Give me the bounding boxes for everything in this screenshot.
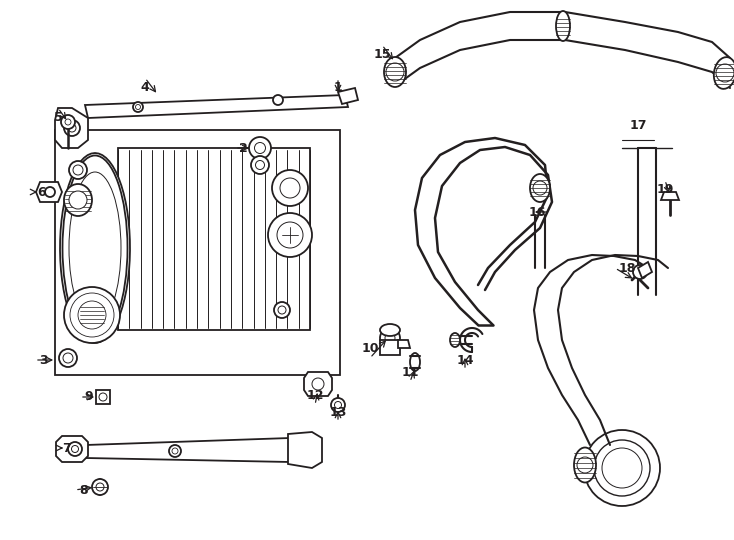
Polygon shape (56, 436, 88, 462)
Polygon shape (55, 130, 340, 375)
Circle shape (380, 328, 400, 348)
Ellipse shape (410, 353, 420, 371)
Circle shape (584, 430, 660, 506)
Polygon shape (288, 432, 322, 468)
Polygon shape (398, 340, 410, 348)
Polygon shape (304, 372, 332, 396)
Text: 11: 11 (401, 366, 419, 379)
Polygon shape (118, 148, 310, 330)
Ellipse shape (530, 174, 550, 202)
Bar (380, 340, 400, 355)
Text: 14: 14 (457, 354, 473, 367)
Text: 18: 18 (619, 261, 636, 274)
Circle shape (68, 442, 82, 456)
Ellipse shape (714, 57, 734, 89)
Polygon shape (96, 390, 110, 404)
Text: 6: 6 (37, 186, 46, 199)
Polygon shape (661, 192, 679, 200)
Circle shape (92, 479, 108, 495)
Text: 3: 3 (39, 354, 48, 367)
Text: 10: 10 (361, 342, 379, 355)
Text: 15: 15 (374, 48, 390, 61)
Polygon shape (638, 262, 652, 278)
Ellipse shape (64, 184, 92, 216)
Polygon shape (85, 95, 348, 118)
Polygon shape (60, 153, 130, 343)
Circle shape (272, 170, 308, 206)
Text: 12: 12 (306, 389, 324, 402)
Text: 9: 9 (84, 390, 92, 403)
Text: 13: 13 (330, 406, 346, 419)
Circle shape (331, 398, 345, 412)
Ellipse shape (574, 448, 596, 483)
Circle shape (59, 349, 77, 367)
Polygon shape (82, 438, 298, 462)
Circle shape (64, 287, 120, 343)
Circle shape (633, 265, 647, 279)
Circle shape (45, 187, 55, 197)
Polygon shape (338, 88, 358, 104)
Circle shape (268, 213, 312, 257)
Ellipse shape (380, 324, 400, 336)
Text: 2: 2 (239, 141, 248, 154)
Circle shape (133, 102, 143, 112)
Polygon shape (55, 108, 88, 148)
Text: 16: 16 (528, 206, 546, 219)
Circle shape (169, 445, 181, 457)
Text: 4: 4 (141, 81, 150, 94)
Polygon shape (36, 182, 62, 202)
Circle shape (69, 191, 87, 209)
Circle shape (273, 95, 283, 105)
Text: 7: 7 (62, 442, 70, 455)
Ellipse shape (384, 57, 406, 87)
Text: 1: 1 (334, 81, 342, 94)
Circle shape (61, 115, 75, 129)
Ellipse shape (450, 333, 460, 347)
Text: 17: 17 (629, 119, 647, 132)
Circle shape (274, 302, 290, 318)
Circle shape (251, 156, 269, 174)
Ellipse shape (556, 11, 570, 41)
Circle shape (69, 161, 87, 179)
Text: 19: 19 (656, 183, 674, 196)
Ellipse shape (62, 156, 128, 341)
Circle shape (249, 137, 271, 159)
Text: 5: 5 (54, 111, 62, 124)
Text: 8: 8 (79, 483, 87, 496)
Circle shape (64, 120, 80, 136)
